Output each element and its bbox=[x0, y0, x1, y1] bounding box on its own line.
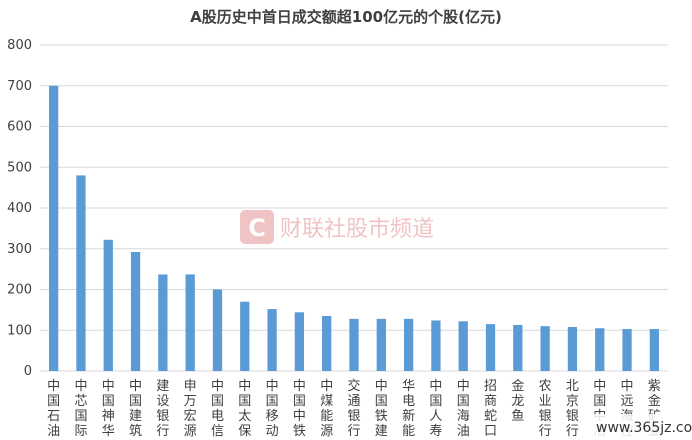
x-tick-label: 中国建筑 bbox=[129, 379, 142, 439]
corner-watermark-text: www.365jz.com bbox=[596, 420, 692, 436]
y-tick-label: 500 bbox=[7, 160, 32, 175]
bar bbox=[649, 329, 659, 371]
bar bbox=[567, 326, 578, 371]
x-tick-label: 招商蛇口 bbox=[484, 379, 497, 439]
x-tick-label: 华电新能 bbox=[402, 379, 415, 439]
y-tick-label: 700 bbox=[7, 79, 32, 94]
bar bbox=[595, 328, 605, 371]
x-tick-label: 中国太保 bbox=[238, 379, 251, 439]
bar bbox=[158, 274, 168, 371]
corner-watermark: www.365jz.com bbox=[586, 414, 692, 440]
bar bbox=[349, 318, 359, 371]
chart-title: A股历史中首日成交额超100亿元的个股(亿元) bbox=[190, 8, 502, 26]
y-tick-label: 100 bbox=[7, 323, 32, 338]
bars bbox=[49, 85, 659, 371]
bar bbox=[485, 324, 496, 371]
y-tick-label: 0 bbox=[24, 364, 32, 379]
watermark-logo-icon bbox=[240, 210, 274, 244]
x-tick-label: 中国中铁 bbox=[293, 379, 306, 439]
bar bbox=[49, 85, 59, 371]
x-tick-label: 中国神华 bbox=[102, 379, 115, 439]
bar bbox=[403, 318, 414, 371]
bar bbox=[103, 239, 113, 371]
watermark-logo-letter: C bbox=[248, 214, 266, 242]
x-tick-label: 中国海油 bbox=[457, 379, 470, 439]
x-tick-label: 农业银行 bbox=[539, 379, 552, 439]
watermark: C 财联社股市频道 bbox=[240, 210, 434, 244]
bar bbox=[212, 289, 223, 371]
x-tick-label: 中国石油 bbox=[47, 379, 60, 439]
x-axis-ticks: 中国石油 中芯国际 中国神华 中国建筑 建设银行 申万宏源 中国电信 中国太保 中国移动 中国中铁… bbox=[47, 378, 661, 439]
bar bbox=[513, 324, 523, 371]
bar bbox=[540, 326, 550, 371]
bar bbox=[322, 315, 332, 371]
x-tick-label: 中国人寿 bbox=[429, 379, 442, 439]
x-tick-label: 中芯国际 bbox=[74, 379, 87, 439]
x-tick-label: 北京银行 bbox=[566, 379, 579, 439]
bar bbox=[294, 312, 305, 371]
bar bbox=[130, 252, 141, 371]
x-tick-label: 申万宏源 bbox=[184, 379, 197, 439]
x-tick-label: 中国铁建 bbox=[375, 379, 388, 439]
y-tick-label: 600 bbox=[7, 120, 32, 135]
bar bbox=[376, 318, 386, 371]
bar bbox=[240, 301, 250, 371]
x-tick-label: 中煤能源 bbox=[320, 379, 333, 439]
gridlines bbox=[40, 44, 668, 372]
bar bbox=[267, 309, 277, 371]
y-axis-ticks: 0 100 200 300 400 500 600 700 800 bbox=[7, 38, 32, 379]
y-tick-label: 200 bbox=[7, 283, 32, 298]
x-tick-label: 建设银行 bbox=[156, 379, 169, 439]
x-tick-label: 金龙鱼 bbox=[511, 378, 524, 424]
x-tick-label: 中国电信 bbox=[211, 379, 224, 439]
y-tick-label: 800 bbox=[7, 38, 32, 53]
bar bbox=[458, 321, 468, 371]
x-tick-label: 交通银行 bbox=[347, 378, 360, 439]
y-tick-label: 300 bbox=[7, 242, 32, 257]
bar bbox=[76, 175, 86, 371]
bar bbox=[185, 274, 195, 371]
x-tick-label: 中国移动 bbox=[266, 379, 279, 439]
bar bbox=[622, 329, 632, 371]
bar bbox=[431, 320, 441, 371]
y-tick-label: 400 bbox=[7, 201, 32, 216]
watermark-text: 财联社股市频道 bbox=[280, 217, 434, 242]
